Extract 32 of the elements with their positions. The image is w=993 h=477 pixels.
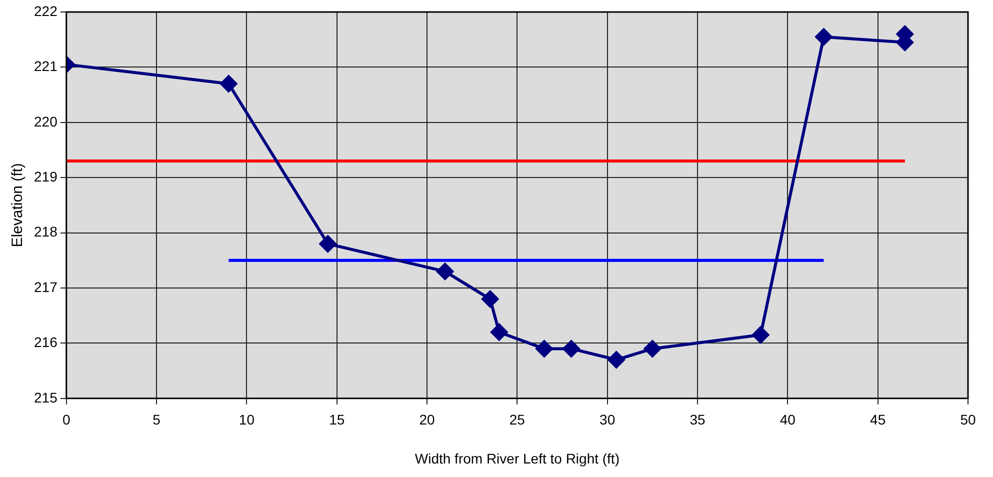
point	[608, 351, 625, 368]
point	[319, 235, 336, 252]
x-tick-label: 20	[419, 412, 436, 428]
y-tick-label: 217	[34, 278, 58, 295]
x-tick-label: 0	[62, 412, 70, 428]
x-tick-label: 45	[870, 412, 886, 428]
y-tick-label: 222	[34, 2, 58, 19]
y-tick-label: 219	[34, 168, 58, 184]
y-axis-title: Elevation (ft)	[9, 163, 26, 248]
point	[220, 75, 238, 92]
x-tick-label: 35	[690, 412, 706, 428]
point	[562, 340, 580, 358]
y-tick-label: 218	[34, 224, 58, 240]
point	[490, 324, 508, 341]
x-tick-label: 40	[780, 412, 796, 428]
x-tick-label: 5	[152, 412, 161, 428]
x-tick-label: 25	[509, 412, 526, 428]
x-tick-label: 15	[329, 412, 345, 428]
point	[815, 28, 832, 46]
y-tick-label: 221	[34, 58, 58, 74]
y-tick-label: 220	[34, 113, 58, 130]
x-tick-label: 50	[960, 412, 976, 428]
point	[752, 326, 770, 344]
point	[482, 290, 499, 308]
y-tick-label: 215	[34, 389, 58, 406]
x-tick-label: 30	[600, 412, 616, 428]
x-tick-label: 10	[238, 412, 255, 428]
point	[536, 340, 553, 358]
point	[644, 340, 661, 358]
point	[436, 262, 454, 280]
y-tick-label: 216	[34, 334, 58, 350]
x-axis-title: Width from River Left to Right (ft)	[414, 450, 620, 466]
